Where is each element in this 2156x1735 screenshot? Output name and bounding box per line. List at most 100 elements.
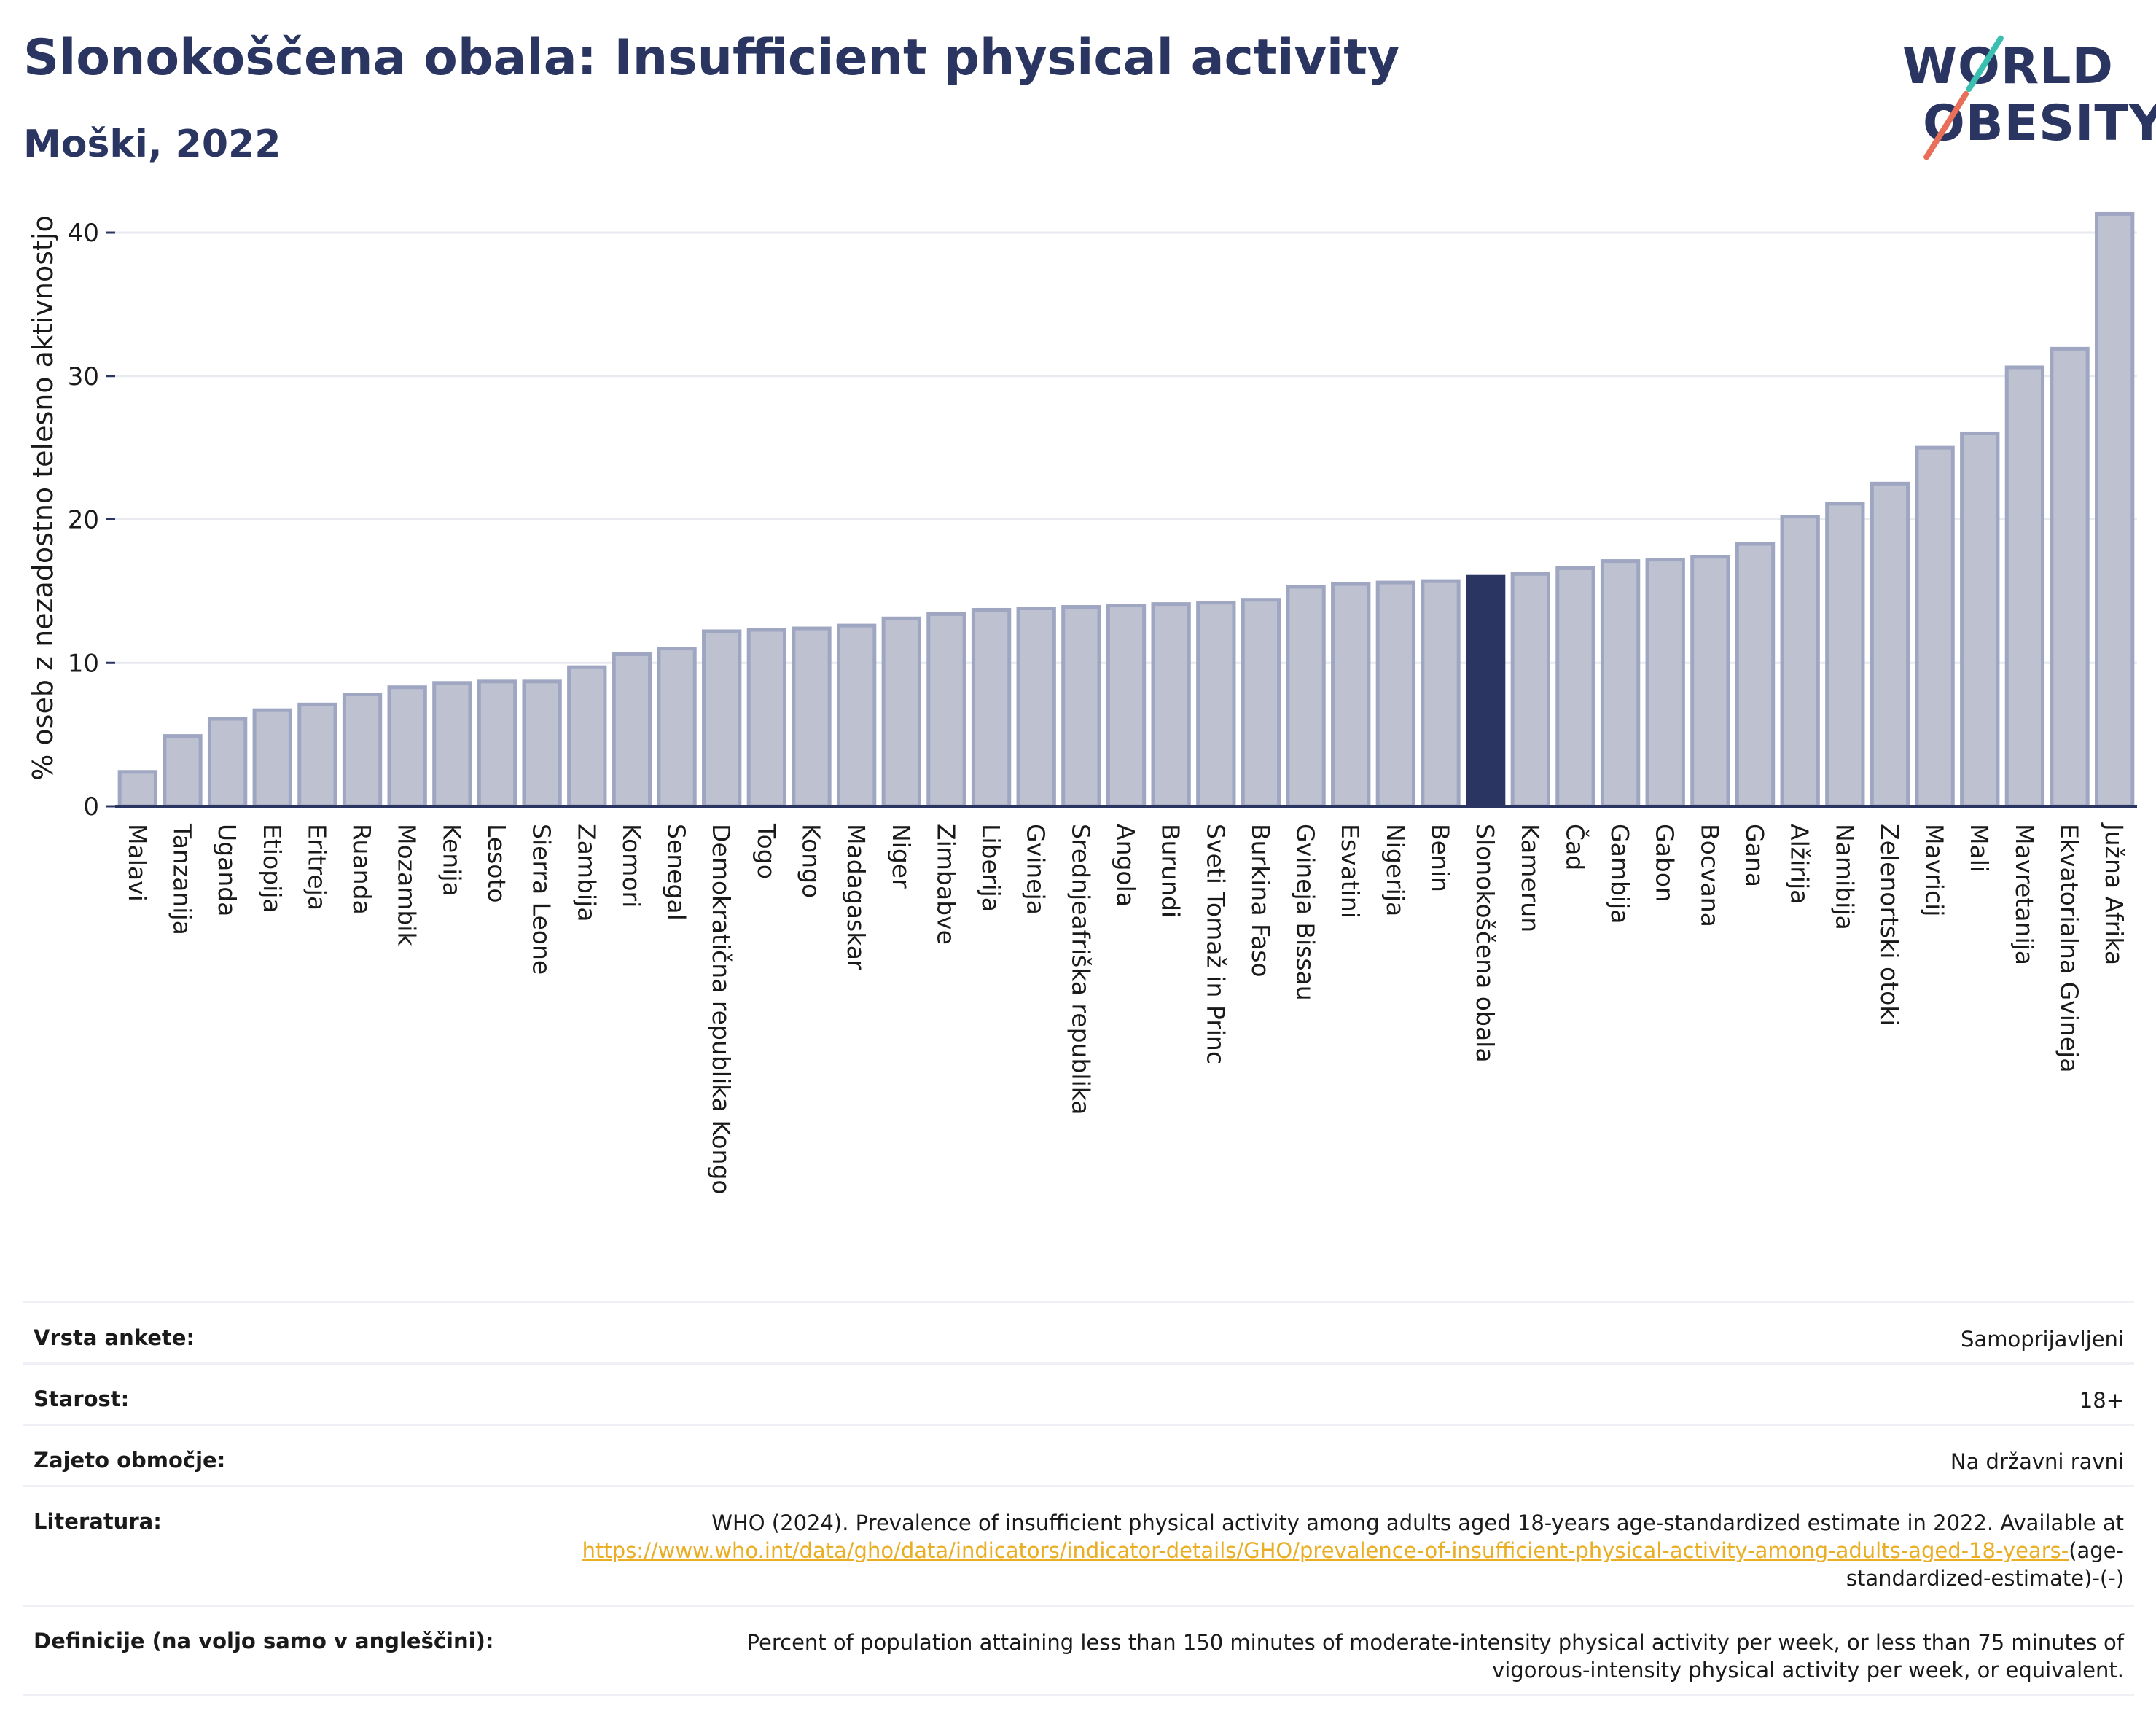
- meta-row-age: Starost: 18+: [23, 1362, 2134, 1424]
- x-tick-label: Tanzanija: [168, 823, 196, 935]
- bar: [387, 685, 427, 808]
- meta-label: Literatura:: [34, 1509, 162, 1534]
- bar: [612, 652, 652, 808]
- bar: [252, 708, 292, 808]
- y-tick-label: 40: [68, 219, 99, 248]
- bar: [1375, 580, 1416, 808]
- bar: [1286, 585, 1326, 808]
- literature-text: WHO (2024). Prevalence of insufficient p…: [711, 1510, 2124, 1535]
- y-tick-label: 20: [68, 506, 99, 535]
- x-tick-label: Čad: [1561, 824, 1590, 870]
- meta-row-literature: Literatura: WHO (2024). Prevalence of in…: [23, 1485, 2134, 1605]
- meta-label: Definicije (na voljo samo v angleščini):: [34, 1629, 494, 1653]
- bar: [117, 770, 157, 808]
- bar-chart: 0 10 20 30 40 % oseb z nezadostno telesno akt…: [27, 211, 2137, 1195]
- meta-label: Vrsta ankete:: [34, 1325, 195, 1350]
- page-title: Slonokoščena obala: Insufficient physica…: [23, 29, 1400, 87]
- x-tick-label: Slonokoščena obala: [1471, 824, 1499, 1063]
- x-tick-label: Lesoto: [483, 824, 511, 903]
- meta-value: Na državni ravni: [1950, 1449, 2124, 1474]
- bar: [1151, 602, 1191, 808]
- world-obesity-logo: WORLD OBESITY: [1902, 34, 2156, 161]
- x-tick-label: Bocvana: [1695, 824, 1724, 927]
- bar: [971, 607, 1012, 808]
- bar: [657, 647, 697, 808]
- x-tick-label: Nigerija: [1381, 824, 1410, 916]
- x-tick-label: Mavricij: [1921, 824, 1949, 916]
- x-tick-label: Komori: [617, 824, 646, 908]
- bar: [2095, 211, 2135, 808]
- meta-value: Samoprijavljeni: [1961, 1327, 2124, 1352]
- page-subtitle: Moški, 2022: [23, 122, 281, 166]
- meta-label: Starost:: [34, 1387, 130, 1411]
- meta-row-survey-type: Vrsta ankete: Samoprijavljeni: [23, 1301, 2134, 1362]
- bar: [1555, 566, 1595, 808]
- meta-label: Zajeto območje:: [34, 1448, 226, 1473]
- x-tick-label: Kongo: [797, 824, 825, 898]
- logo-word-1: WORLD: [1902, 38, 2114, 95]
- y-axis-label: % oseb z nezadostno telesno aktivnostjo: [27, 215, 59, 781]
- bar: [1241, 598, 1281, 808]
- bar: [1960, 431, 2000, 808]
- literature-link[interactable]: https://www.who.int/data/gho/data/indica…: [582, 1538, 2069, 1563]
- x-tick-label: Mali: [1965, 824, 1993, 873]
- x-tick-label: Angola: [1112, 824, 1140, 907]
- x-tick-label: Mavretanija: [2010, 824, 2039, 965]
- bar: [2050, 346, 2090, 808]
- bar: [1870, 481, 1910, 808]
- x-tick-label: Burkina Faso: [1246, 824, 1275, 978]
- x-tick-label: Gabon: [1651, 824, 1679, 902]
- x-tick-label: Madagaskar: [842, 824, 870, 970]
- bar: [702, 629, 742, 808]
- bar: [1510, 572, 1550, 808]
- x-tick-label: Zelenortski otoki: [1875, 824, 1904, 1026]
- bar: [2004, 365, 2045, 808]
- bar: [792, 626, 832, 808]
- bar: [1421, 579, 1461, 808]
- bar: [207, 717, 248, 808]
- x-tick-label: Sveti Tomaž in Princ: [1201, 824, 1230, 1064]
- x-tick-label: Ruanda: [348, 824, 376, 915]
- x-tick-label: Malavi: [123, 824, 152, 902]
- literature-suffix: (age-standardized-estimate)-(-): [1846, 1538, 2124, 1591]
- x-tick-label: Zambija: [572, 824, 601, 921]
- x-tick-label: Uganda: [213, 824, 241, 916]
- bar: [1061, 605, 1101, 808]
- x-tick-label: Esvatini: [1336, 824, 1364, 919]
- x-tick-label: Togo: [752, 823, 781, 879]
- bar: [1016, 606, 1056, 808]
- bar: [881, 616, 921, 808]
- bar: [1645, 558, 1685, 808]
- bar: [1915, 445, 1955, 808]
- x-tick-label: Srednjeafriška republika: [1066, 824, 1095, 1115]
- bar: [1106, 604, 1147, 808]
- x-tick-label: Gvineja Bissau: [1292, 824, 1320, 1001]
- bar: [1780, 515, 1820, 808]
- x-tick-label: Senegal: [663, 824, 691, 921]
- bar: [746, 628, 787, 808]
- logo-word-2: OBESITY: [1923, 95, 2156, 152]
- bar: [477, 679, 517, 808]
- x-tick-label: Sierra Leone: [528, 824, 556, 975]
- bar: [1690, 555, 1730, 808]
- x-tick-label: Ekvatorialna Gvineja: [2055, 824, 2084, 1072]
- bar: [1735, 542, 1776, 808]
- x-tick-label: Eritreja: [302, 824, 331, 911]
- x-tick-label: Gvineja: [1022, 824, 1050, 915]
- x-tick-label: Zimbabve: [931, 824, 960, 945]
- bar: [1196, 601, 1236, 808]
- x-tick-label: Niger: [887, 824, 915, 889]
- bar: [1465, 574, 1506, 808]
- x-tick-label: Gambija: [1606, 824, 1634, 924]
- x-tick-label: Alžirija: [1786, 824, 1814, 904]
- bar: [432, 681, 472, 808]
- x-tick-label: Benin: [1426, 824, 1455, 892]
- bar: [522, 679, 562, 808]
- x-tick-label: Južna Afrika: [2100, 822, 2128, 965]
- meta-row-coverage: Zajeto območje: Na državni ravni: [23, 1424, 2134, 1485]
- bar: [297, 702, 337, 808]
- bar: [1600, 559, 1641, 808]
- metadata-table: Vrsta ankete: Samoprijavljeni Starost: 1…: [23, 1301, 2134, 1696]
- bar: [567, 665, 607, 808]
- x-tick-label: Kenija: [437, 824, 466, 897]
